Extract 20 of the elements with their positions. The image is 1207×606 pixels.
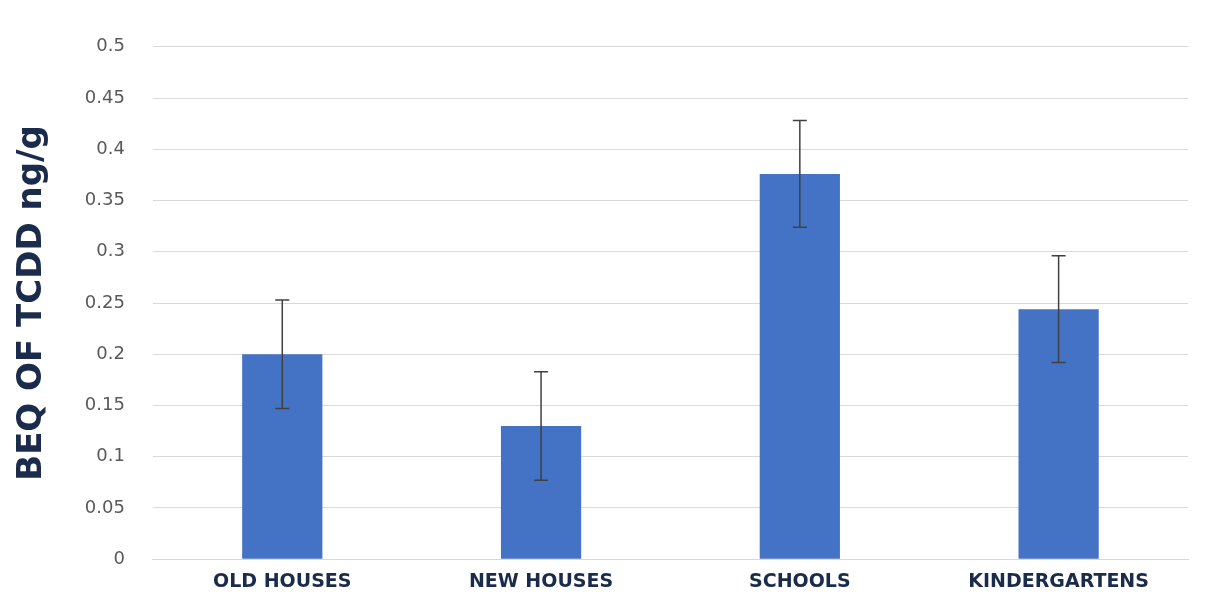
- y-tick-label: 0.3: [96, 239, 125, 261]
- y-tick-label: 0: [113, 546, 125, 568]
- y-tick-label: 0.45: [84, 85, 125, 107]
- x-tick-label: KINDERGARTENS: [968, 568, 1149, 591]
- y-tick-label: 0.1: [96, 444, 125, 466]
- y-tick-label: 0.05: [84, 495, 125, 517]
- y-tick-label: 0.35: [84, 188, 125, 210]
- y-tick-label: 0.4: [96, 136, 125, 158]
- x-tick-label: NEW HOUSES: [468, 568, 614, 591]
- bar: [759, 173, 840, 559]
- bar: [500, 425, 582, 559]
- x-tick-label: SCHOOLS: [749, 568, 851, 591]
- y-tick-label: 0.25: [84, 290, 125, 312]
- x-tick-label: OLD HOUSES: [213, 568, 352, 591]
- bar: [242, 354, 323, 559]
- bar: [1018, 309, 1099, 559]
- y-tick-label: 0.2: [96, 341, 125, 363]
- y-axis-title: BEQ OF TCDD ng/g: [9, 125, 50, 481]
- y-tick-label: 0.15: [84, 393, 125, 415]
- y-tick-label: 0.5: [96, 34, 125, 56]
